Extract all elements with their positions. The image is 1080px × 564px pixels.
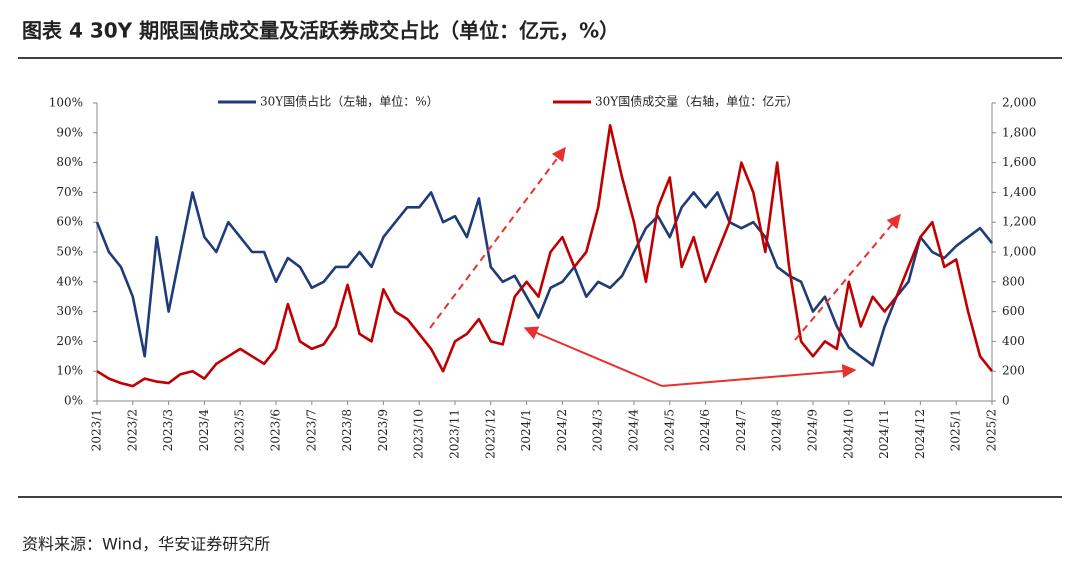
x-tick-label: 2023/12 xyxy=(483,409,497,459)
x-tick-label: 2023/2 xyxy=(125,409,139,451)
y2-tick-label: 1,200 xyxy=(1002,215,1036,229)
x-tick-label: 2024/4 xyxy=(627,409,641,452)
y-tick-label: 30% xyxy=(56,304,83,318)
y2-tick-label: 1,800 xyxy=(1002,125,1036,139)
pointer-arrow xyxy=(661,364,857,387)
y-tick-label: 70% xyxy=(56,185,83,199)
x-tick-label: 2024/1 xyxy=(519,409,533,451)
x-tick-label: 2024/12 xyxy=(913,409,927,459)
x-tick-label: 2025/2 xyxy=(985,409,999,451)
x-tick-label: 2024/9 xyxy=(806,409,820,451)
x-tick-label: 2023/10 xyxy=(412,409,426,459)
y-tick-label: 80% xyxy=(56,155,83,169)
y-tick-label: 50% xyxy=(56,245,83,259)
x-tick-label: 2024/3 xyxy=(591,409,605,451)
y2-tick-label: 0 xyxy=(1002,394,1010,408)
y-tick-label: 100% xyxy=(49,96,83,110)
plot: 0% 10% 20% 30% 40% 50% 60% 70% 80% 90% 100% 0 200 400… xyxy=(49,94,1037,459)
y2-tick-label: 1,400 xyxy=(1002,185,1036,199)
x-tick-label: 2024/6 xyxy=(698,409,712,451)
x-tick-label: 2024/11 xyxy=(877,409,891,459)
y-tick-label: 10% xyxy=(56,364,83,378)
x-tick-label: 2023/3 xyxy=(161,409,175,451)
x-tick-label: 2023/7 xyxy=(304,409,318,451)
y2-tick-label: 1,600 xyxy=(1002,155,1036,169)
y-tick-label: 60% xyxy=(56,215,83,229)
series-line xyxy=(96,124,994,388)
y-tick-label: 0% xyxy=(64,394,83,408)
y-tick-label: 20% xyxy=(56,334,83,348)
x-tick-label: 2023/5 xyxy=(233,409,247,451)
y-tick-label: 40% xyxy=(56,274,83,288)
x-tick-label: 2023/11 xyxy=(448,409,462,459)
legend-label: 30Y国债成交量（右轴，单位：亿元） xyxy=(595,94,798,109)
chart-title: 图表 4 30Y 期限国债成交量及活跃券成交占比（单位：亿元，%） xyxy=(22,19,619,43)
series-line xyxy=(95,191,994,367)
x-tick-label: 2023/8 xyxy=(340,409,354,451)
legend-label: 30Y国债占比（左轴，单位：%） xyxy=(260,94,439,109)
x-tick-label: 2024/2 xyxy=(555,409,569,451)
y2-tick-label: 1,000 xyxy=(1002,245,1036,259)
y2-tick-label: 600 xyxy=(1002,304,1025,318)
x-tick-label: 2023/4 xyxy=(197,409,211,452)
x-tick-label: 2024/7 xyxy=(734,409,748,451)
pointer-arrow xyxy=(523,326,663,387)
y2-tick-label: 400 xyxy=(1002,334,1025,348)
x-tick-label: 2023/6 xyxy=(269,409,283,451)
x-tick-label: 2024/10 xyxy=(841,409,855,459)
y2-tick-label: 200 xyxy=(1002,364,1025,378)
source: 资料来源：Wind，华安证券研究所 xyxy=(22,535,270,554)
x-tick-label: 2024/5 xyxy=(662,409,676,451)
y-tick-label: 90% xyxy=(56,125,83,139)
y2-tick-label: 2,000 xyxy=(1002,96,1036,110)
x-tick-label: 2023/1 xyxy=(90,409,104,451)
x-tick-label: 2024/8 xyxy=(770,409,784,451)
trend-arrow xyxy=(794,213,901,341)
x-tick-label: 2023/9 xyxy=(376,409,390,451)
y2-tick-label: 800 xyxy=(1002,274,1025,288)
trend-arrow xyxy=(429,146,566,329)
x-tick-label: 2025/1 xyxy=(949,409,963,451)
